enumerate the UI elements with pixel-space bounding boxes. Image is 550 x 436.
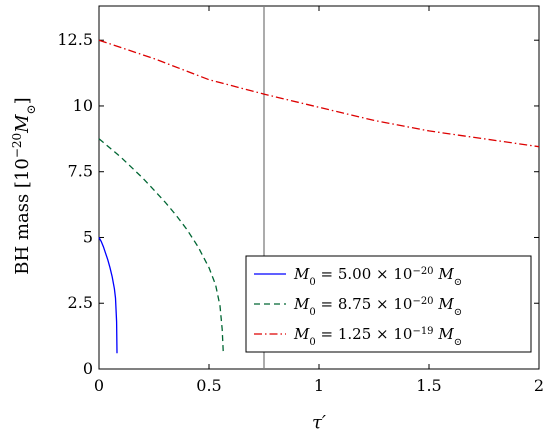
legend: M0 = 5.00 × 10−20 M⊙ M0 = 8.75 × 10−20 M⊙…	[245, 255, 532, 353]
legend-box	[245, 255, 532, 353]
x-tick-label: 2	[534, 376, 544, 395]
y-axis-ticks: 0 2.5 5 7.5 10 12.5	[57, 30, 539, 378]
series-line-3	[98, 39, 540, 148]
x-tick-label: 1	[314, 376, 324, 395]
y-axis-label: BH mass [10−20M⊙]	[10, 97, 38, 274]
y-tick-label: 12.5	[57, 30, 93, 49]
legend-label-1: M0 = 5.00 × 10−20 M⊙	[293, 265, 462, 288]
y-tick-label: 2.5	[68, 293, 93, 312]
series-line-2	[98, 138, 224, 354]
x-tick-label: 0	[94, 376, 104, 395]
y-tick-label: 5	[83, 227, 93, 246]
y-tick-label: 10	[73, 96, 93, 115]
x-axis-label: τ′	[312, 412, 326, 433]
x-tick-label: 0.5	[196, 376, 221, 395]
x-axis-ticks: 0 0.5 1 1.5 2	[94, 6, 544, 395]
legend-label-3: M0 = 1.25 × 10−19 M⊙	[293, 325, 462, 348]
series-line-1	[98, 237, 118, 354]
y-tick-label: 7.5	[68, 162, 93, 181]
x-tick-label: 1.5	[416, 376, 441, 395]
legend-label-2: M0 = 8.75 × 10−20 M⊙	[293, 295, 462, 318]
y-tick-label: 0	[83, 359, 93, 378]
